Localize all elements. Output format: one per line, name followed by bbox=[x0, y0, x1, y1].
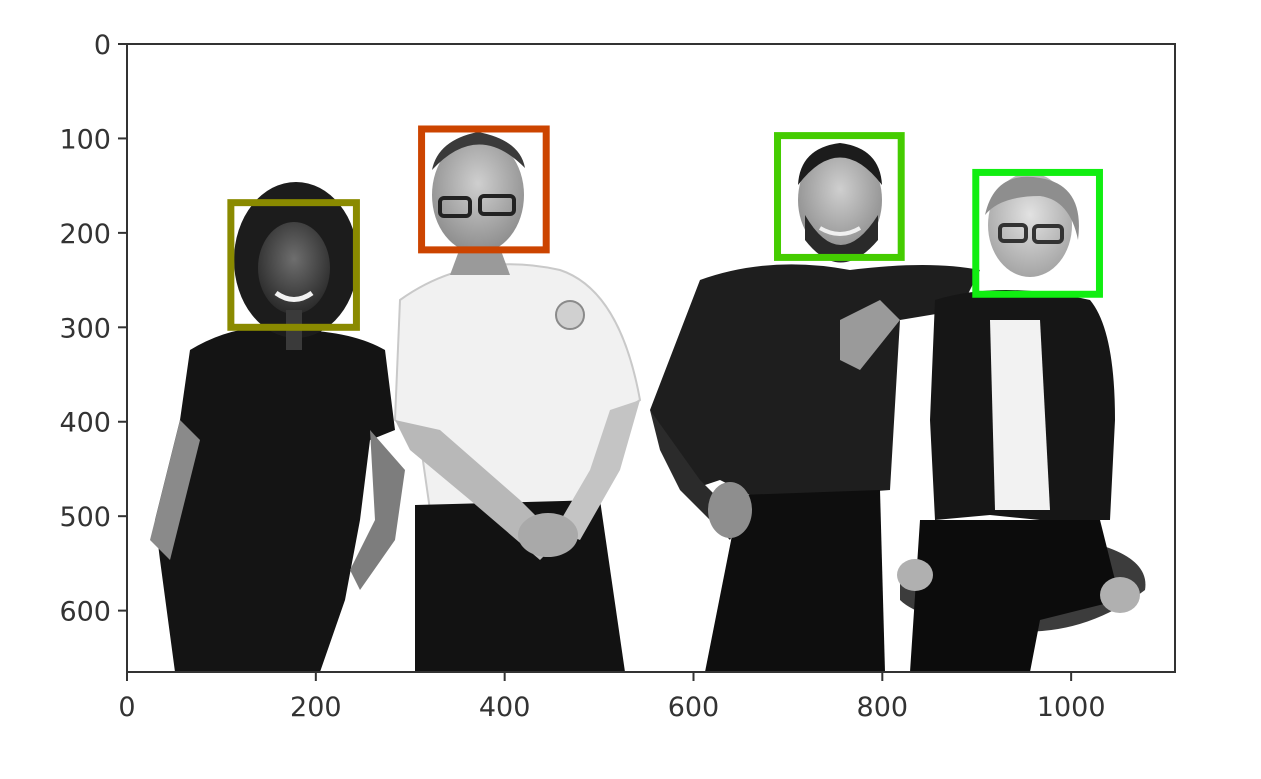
face-box-1 bbox=[227, 199, 360, 331]
y-tick-label: 300 bbox=[59, 313, 111, 344]
y-tick-label: 500 bbox=[59, 502, 111, 533]
face-box-2 bbox=[418, 125, 550, 254]
y-tick-label: 0 bbox=[94, 30, 111, 61]
y-tick-label: 400 bbox=[59, 408, 111, 439]
x-axis: 0 200 400 600 800 1000 bbox=[118, 672, 1106, 723]
y-tick-label: 200 bbox=[59, 219, 111, 250]
person-3 bbox=[650, 143, 980, 672]
x-tick-label: 1000 bbox=[1037, 692, 1106, 723]
person-4 bbox=[897, 173, 1146, 672]
x-tick-label: 0 bbox=[118, 692, 135, 723]
x-tick-label: 800 bbox=[857, 692, 909, 723]
face-box-4 bbox=[972, 168, 1103, 298]
x-tick-label: 400 bbox=[479, 692, 531, 723]
person-2 bbox=[393, 132, 642, 672]
y-tick-label: 600 bbox=[59, 597, 111, 628]
y-axis: 0 100 200 300 400 500 600 bbox=[59, 30, 127, 628]
face-box-3 bbox=[774, 132, 905, 261]
bounding-boxes bbox=[227, 125, 1103, 331]
axes-frame bbox=[126, 43, 1176, 673]
x-tick-label: 200 bbox=[290, 692, 342, 723]
photo bbox=[150, 132, 1146, 672]
x-tick-label: 600 bbox=[668, 692, 720, 723]
y-tick-label: 100 bbox=[59, 124, 111, 155]
